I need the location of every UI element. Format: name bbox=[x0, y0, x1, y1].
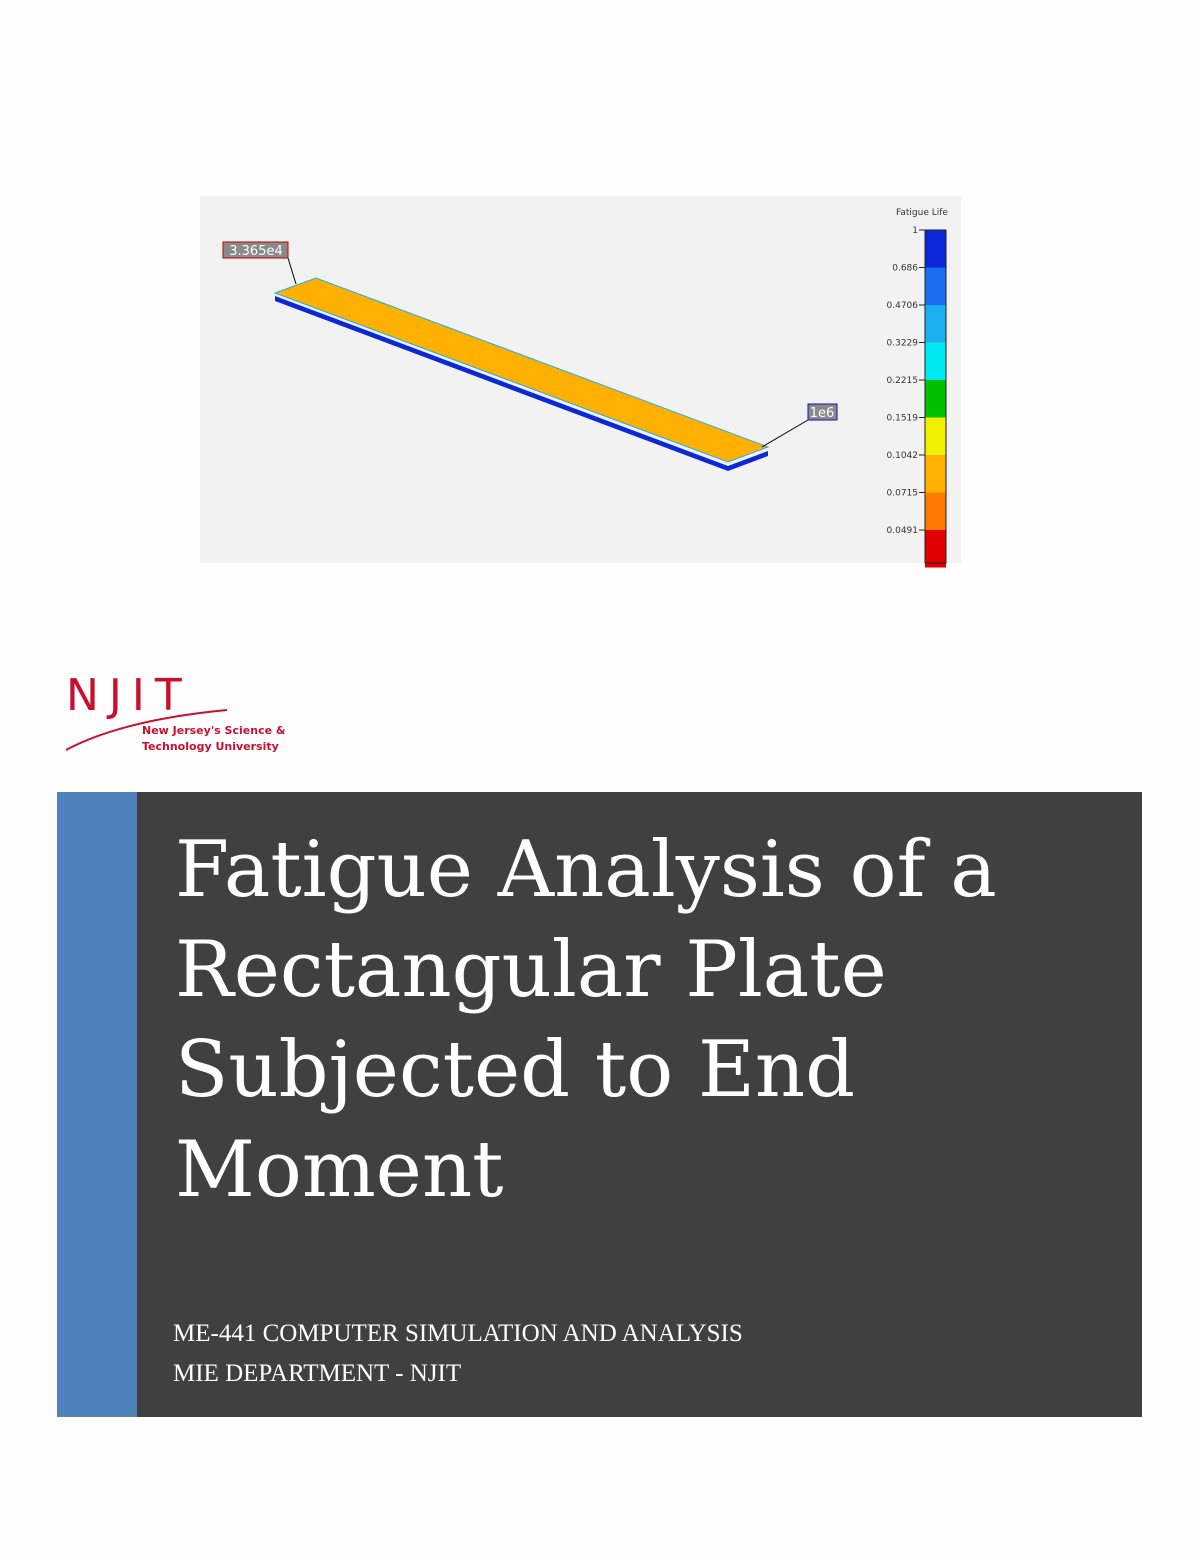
title-line: Moment bbox=[175, 1125, 504, 1215]
colorbar-tick-label: 0.2215 bbox=[887, 376, 919, 386]
colorbar-segment bbox=[925, 342, 946, 380]
subtitle-line: ME-441 COMPUTER SIMULATION AND ANALYSIS bbox=[173, 1320, 743, 1347]
colorbar-segment bbox=[925, 267, 946, 305]
logo-tagline: New Jersey's Science & bbox=[142, 724, 286, 737]
colorbar-segment bbox=[925, 230, 946, 268]
logo: NJIT New Jersey's Science & Technology U… bbox=[65, 670, 286, 753]
accent-strip bbox=[57, 792, 137, 1417]
probe-leader bbox=[761, 419, 809, 448]
title-line: Fatigue Analysis of a bbox=[175, 825, 997, 915]
colorbar-tick-label: 0.3229 bbox=[887, 339, 919, 349]
probe-leader bbox=[287, 257, 297, 285]
probe-box bbox=[222, 241, 289, 259]
colorbar-segment bbox=[925, 417, 946, 455]
colorbar-segment bbox=[925, 380, 946, 418]
colorbar-tick-label: 0.4706 bbox=[887, 301, 919, 311]
title-line: Subjected to End bbox=[175, 1025, 856, 1115]
logo-tagline: Technology University bbox=[142, 740, 279, 753]
logo-swoosh bbox=[65, 709, 228, 751]
colorbar: 1 0.686 0.4706 0.3229 0.2215 0.1519 0.1042 0.07… bbox=[887, 226, 947, 568]
logo-name: NJIT bbox=[66, 670, 192, 721]
cover-panel: Fatigue Analysis of a Rectangular Plate … bbox=[57, 792, 1142, 1417]
title: Fatigue Analysis of a Rectangular Plate … bbox=[175, 820, 997, 1220]
colorbar-segment bbox=[925, 492, 946, 530]
figure: 3.365e4 1e6 Fatigue Life 1 0.686 0.4706 0.3… bbox=[200, 196, 961, 568]
colorbar-tick-label: 0.0491 bbox=[887, 526, 919, 536]
probe-box bbox=[807, 403, 838, 421]
subtitle-line: MIE DEPARTMENT - NJIT bbox=[173, 1360, 462, 1387]
colorbar-segment bbox=[925, 455, 946, 493]
colorbar-segment bbox=[925, 530, 946, 568]
probe-label: 3.365e4 bbox=[229, 244, 283, 259]
subtitle: ME-441 COMPUTER SIMULATION AND ANALYSIS … bbox=[173, 1314, 743, 1394]
plate-top bbox=[273, 277, 770, 463]
colorbar-tick-label: 1 bbox=[912, 226, 918, 236]
legend-title: Fatigue Life bbox=[896, 208, 948, 218]
colorbar-frame bbox=[924, 229, 947, 564]
colorbar-tick-label: 0.0715 bbox=[887, 489, 919, 499]
title-line: Rectangular Plate bbox=[175, 925, 887, 1015]
colorbar-segment bbox=[925, 305, 946, 343]
colorbar-tick-label: 0.1042 bbox=[887, 451, 919, 461]
colorbar-tick-label: 0.686 bbox=[892, 264, 918, 274]
colorbar-tick-label: 0.1519 bbox=[887, 414, 919, 424]
probe-label: 1e6 bbox=[810, 406, 835, 421]
